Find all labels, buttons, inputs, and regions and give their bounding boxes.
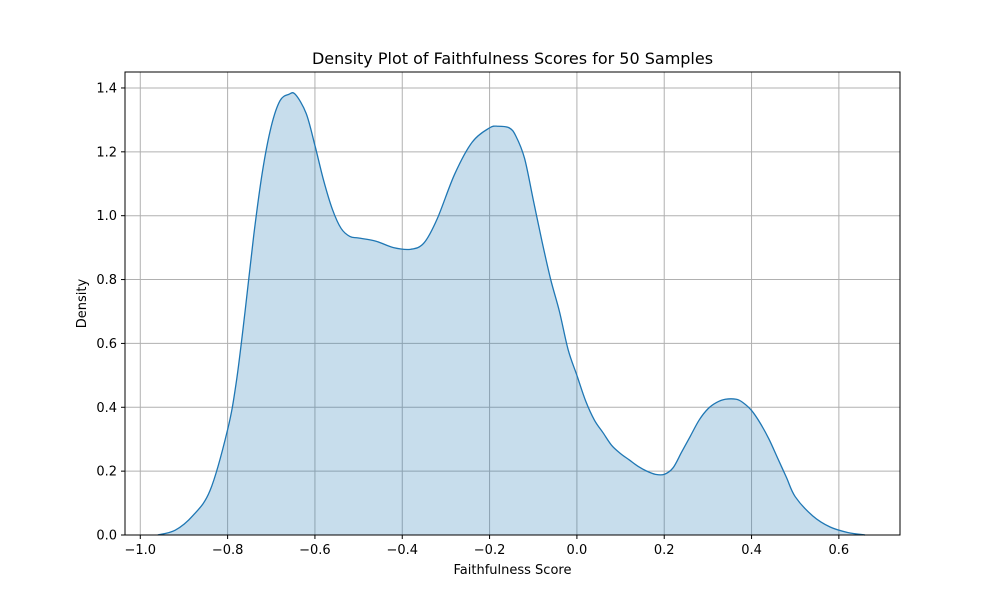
grid-lines: [125, 72, 900, 536]
x-tick-label: 0.2: [654, 543, 675, 558]
density-line: [157, 92, 866, 536]
y-tick-label: 0.2: [96, 465, 117, 480]
y-tick-label: 0.0: [96, 529, 117, 544]
x-tick-label: 0.4: [741, 543, 762, 558]
y-tick-label: 1.0: [96, 209, 117, 224]
x-tick-label: −0.6: [299, 543, 331, 558]
y-tick-label: 0.6: [96, 337, 117, 352]
x-tick-label: 0.0: [567, 543, 588, 558]
y-tick-label: 1.2: [96, 145, 117, 160]
y-axis: 0.0 0.2 0.4 0.6 0.8 1.0 1.2 1.4: [96, 81, 125, 544]
x-axis: −1.0 −0.8 −0.6 −0.4 −0.2 0.0 0.2 0.4 0.6: [124, 535, 849, 558]
density-area-fill: [157, 92, 866, 535]
plot-frame: [124, 71, 901, 536]
y-tick-label: 0.4: [96, 401, 117, 416]
x-tick-label: −0.4: [386, 543, 418, 558]
x-tick-label: −0.8: [212, 543, 244, 558]
y-tick-label: 0.8: [96, 273, 117, 288]
x-tick-label: 0.6: [829, 543, 850, 558]
x-tick-label: −0.2: [474, 543, 506, 558]
x-axis-label: Faithfulness Score: [454, 563, 572, 578]
y-tick-label: 1.4: [96, 81, 117, 96]
y-axis-label: Density: [75, 278, 90, 328]
x-tick-label: −1.0: [124, 543, 156, 558]
chart-title: Density Plot of Faithfulness Scores for …: [312, 49, 713, 68]
